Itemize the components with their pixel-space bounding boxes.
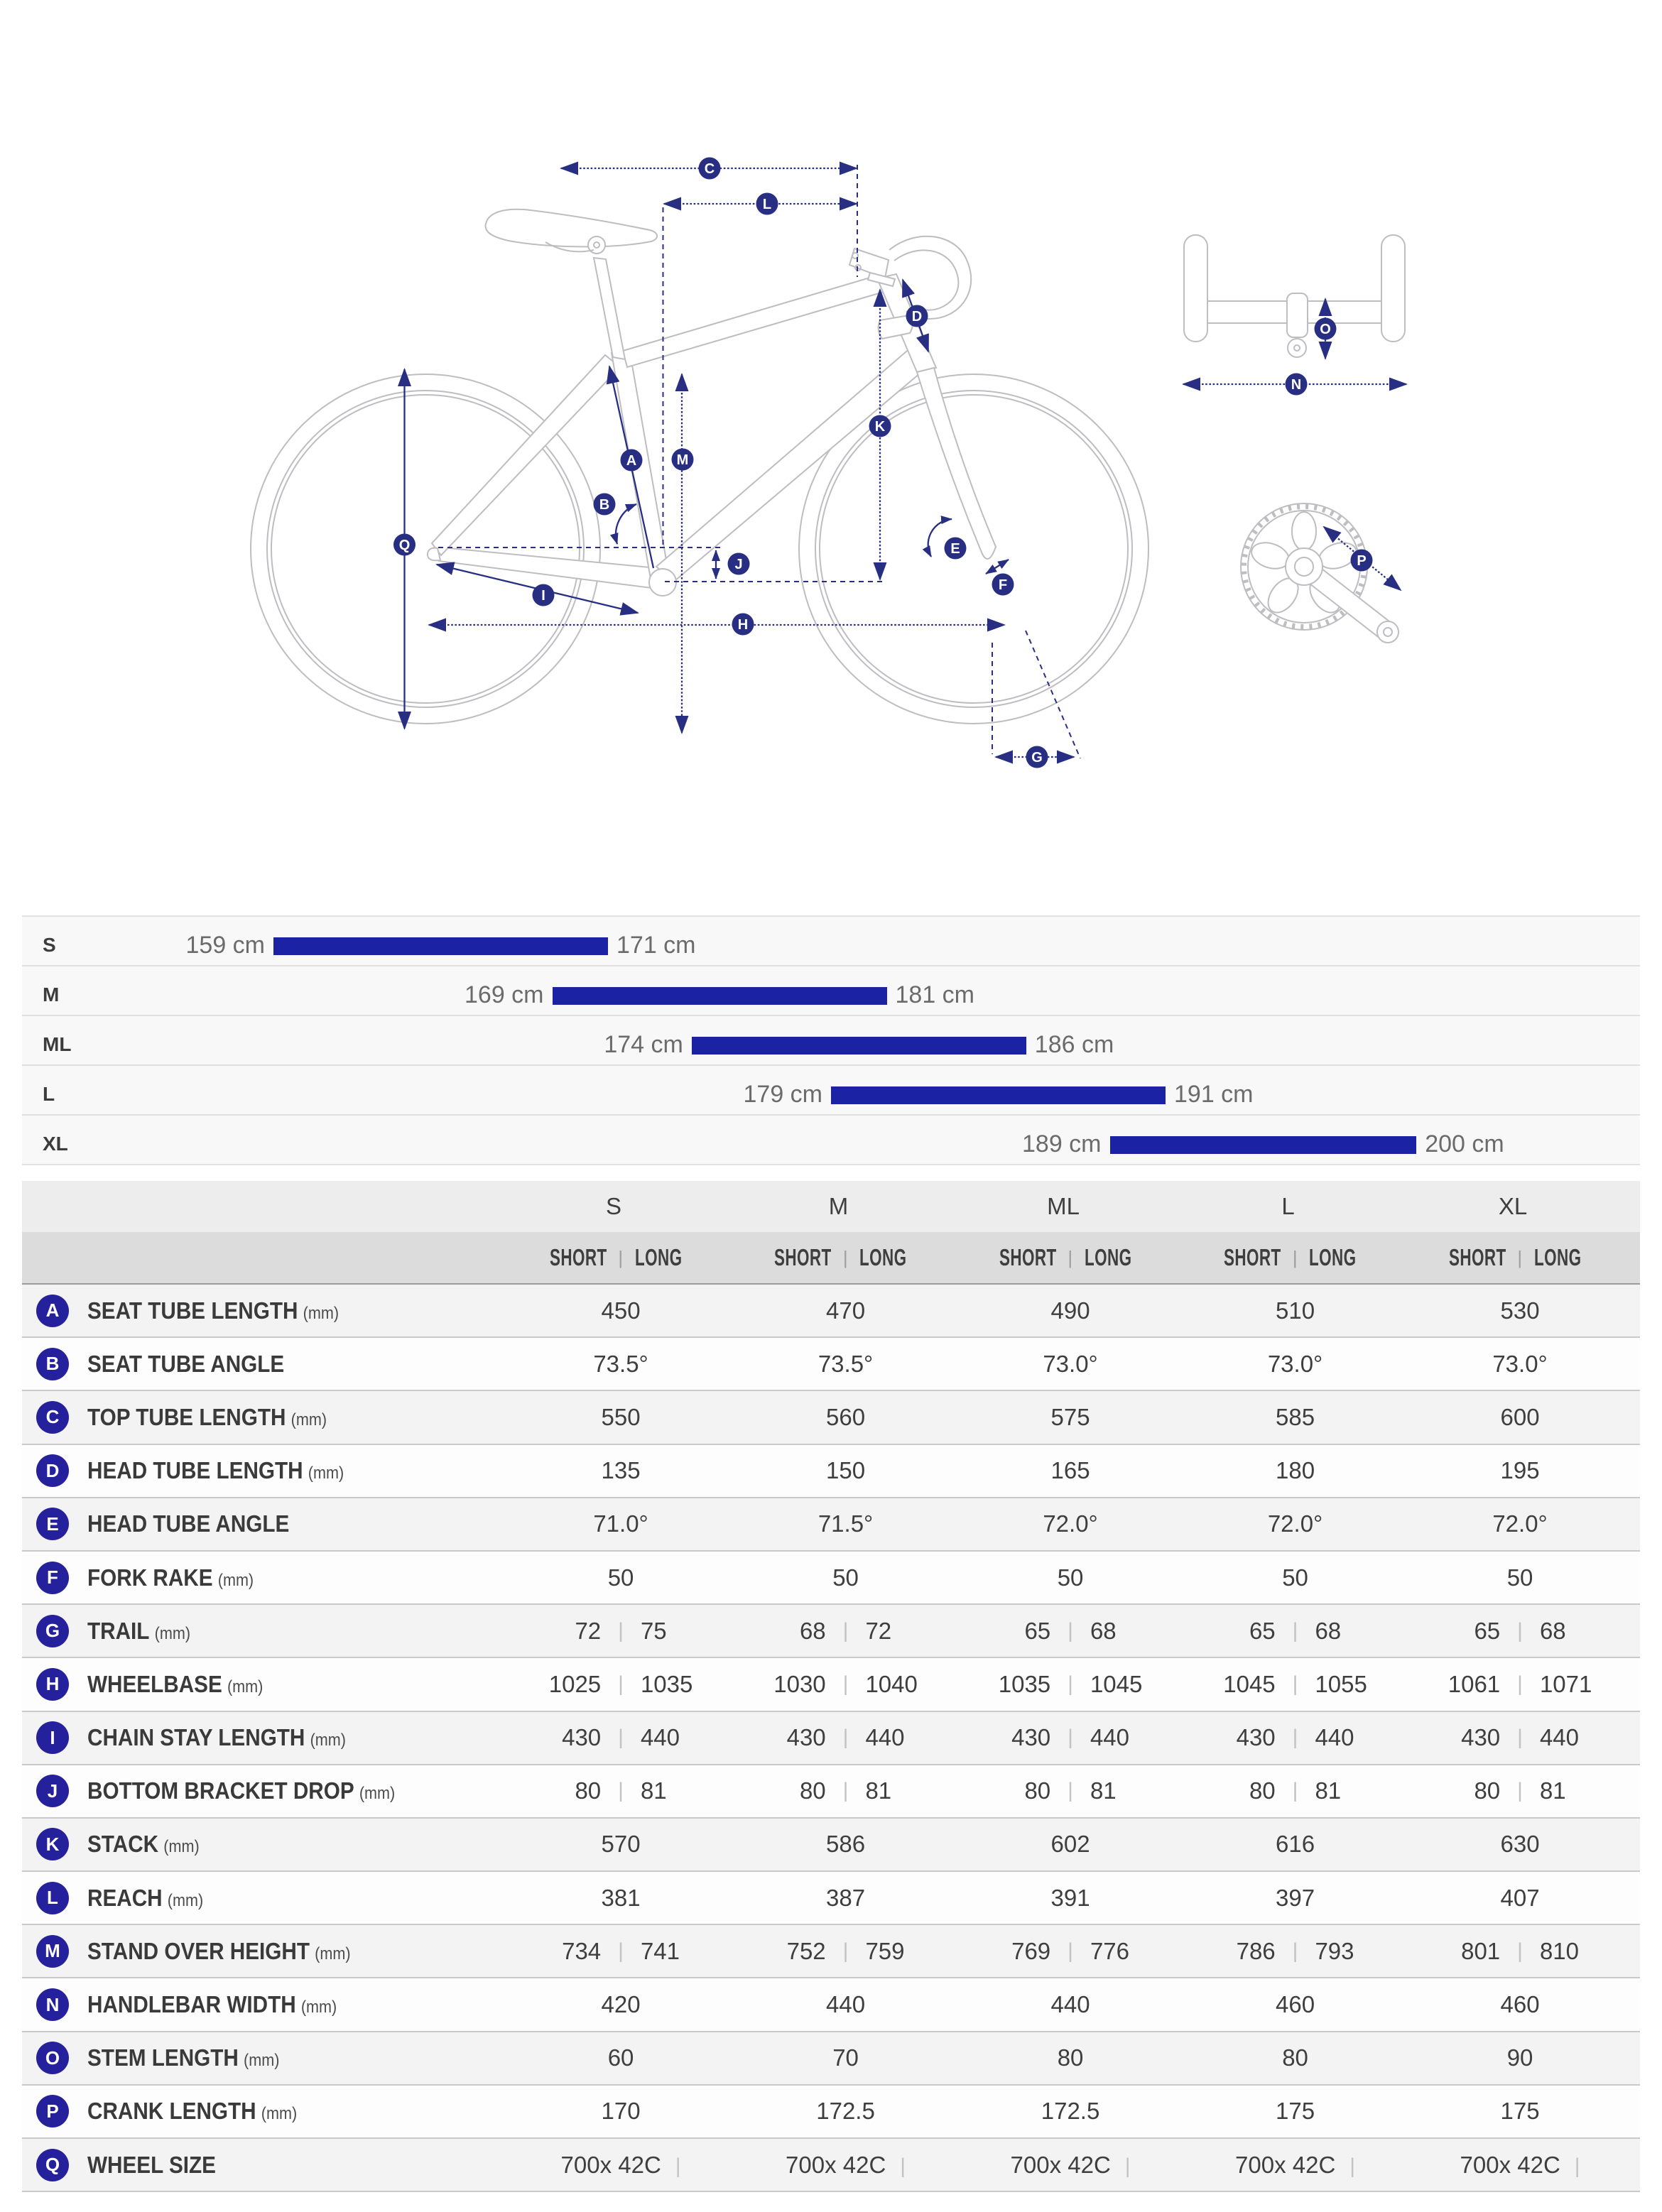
- svg-text:F: F: [999, 577, 1007, 593]
- svg-text:H: H: [738, 617, 748, 633]
- svg-text:G: G: [1031, 750, 1043, 766]
- svg-text:E: E: [950, 541, 960, 557]
- svg-text:O: O: [1320, 322, 1331, 337]
- svg-text:N: N: [1291, 377, 1301, 393]
- svg-text:B: B: [599, 497, 609, 513]
- svg-text:L: L: [763, 197, 771, 212]
- svg-text:Q: Q: [399, 538, 411, 553]
- svg-text:C: C: [705, 161, 715, 177]
- svg-text:K: K: [875, 419, 886, 435]
- svg-text:J: J: [734, 557, 742, 572]
- svg-text:P: P: [1357, 553, 1366, 569]
- svg-text:I: I: [541, 588, 545, 604]
- svg-text:M: M: [677, 452, 689, 468]
- svg-text:D: D: [912, 309, 922, 325]
- svg-text:A: A: [626, 453, 636, 469]
